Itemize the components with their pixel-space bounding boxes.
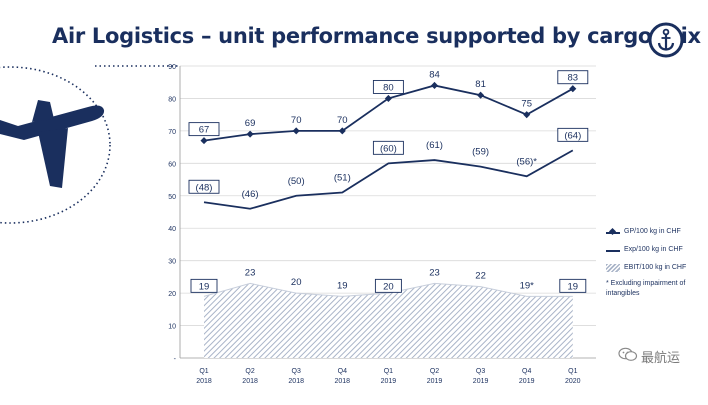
exp-line (203, 149, 574, 210)
exp-data-label: (59) (472, 147, 489, 158)
legend-item-exp: Exp/100 kg in CHF (606, 244, 706, 262)
gp-data-label: 75 (521, 99, 532, 110)
x-tick-label-year: 2018 (242, 378, 258, 385)
y-tick-label: 20 (168, 291, 176, 298)
legend-marker-line (606, 250, 620, 252)
gp-data-label: 83 (568, 73, 579, 84)
x-tick-label-quarter: Q4 (338, 368, 347, 375)
data-label-box (190, 278, 218, 293)
gp-point (200, 137, 208, 145)
exp-data-label: (51) (334, 173, 351, 184)
x-tick-label-quarter: Q2 (245, 368, 254, 375)
x-tick-label-year: 2019 (427, 378, 443, 385)
data-label-box (557, 70, 589, 85)
ebit-data-label: 19 (337, 280, 348, 291)
ebit-data-label: 20 (383, 281, 394, 292)
gp-point (338, 127, 346, 135)
gp-data-label: 67 (199, 125, 210, 136)
x-tick-label-year: 2018 (196, 378, 212, 385)
y-tick-label-zero: - (174, 356, 177, 363)
data-label-box (188, 122, 220, 137)
watermark: 最航运 (618, 347, 680, 366)
y-tick-label: 70 (168, 129, 176, 136)
airplane-decoration (0, 65, 178, 224)
x-tick-label-year: 2018 (335, 378, 351, 385)
gp-data-label: 70 (291, 115, 302, 126)
legend-label-ebit: EBIT/100 kg in CHF (624, 264, 687, 271)
ebit-data-label: 20 (291, 277, 302, 288)
ebit-area (204, 283, 573, 358)
x-tick-label-year: 2019 (519, 378, 535, 385)
data-label-box (559, 278, 587, 293)
legend-label-gp: GP/100 kg in CHF (624, 228, 681, 235)
watermark-text: 最航运 (641, 351, 681, 366)
wechat-icon (618, 347, 638, 361)
y-tick-label: 30 (168, 259, 176, 266)
x-tick-label-quarter: Q1 (384, 368, 393, 375)
data-label-box (374, 278, 402, 293)
exp-data-label: (46) (242, 189, 259, 200)
gp-point (384, 94, 392, 102)
x-tick-label-quarter: Q1 (568, 368, 577, 375)
gp-data-label: 81 (475, 79, 486, 90)
exp-data-label: (60) (380, 143, 397, 154)
gp-data-label: 70 (337, 115, 348, 126)
gp-point (569, 85, 577, 93)
legend: GP/100 kg in CHF Exp/100 kg in CHF EBIT/… (606, 226, 706, 280)
legend-marker-hatch (606, 264, 620, 272)
ebit-data-label: 19* (520, 280, 535, 291)
x-tick-label-year: 2019 (381, 378, 397, 385)
x-tick-label-quarter: Q3 (292, 368, 301, 375)
x-tick-label-quarter: Q4 (522, 368, 531, 375)
gp-point (523, 111, 531, 119)
x-tick-label-quarter: Q1 (199, 368, 208, 375)
ebit-data-label: 22 (475, 271, 486, 282)
footnote: * Excluding impairment of intangibles (606, 280, 686, 297)
gp-data-label: 84 (429, 69, 440, 80)
data-label-box (188, 179, 220, 194)
gp-point (246, 130, 254, 138)
anchor-logo-icon (648, 22, 684, 58)
y-tick-label: 90 (168, 64, 176, 71)
x-tick-label-year: 2018 (288, 378, 304, 385)
ebit-data-label: 19 (568, 281, 579, 292)
ebit-area-edge (203, 282, 573, 297)
page-title: Air Logistics – unit performance support… (52, 24, 701, 48)
exp-data-label: (50) (288, 176, 305, 187)
y-tick-label: 40 (168, 226, 176, 233)
gp-point (292, 127, 300, 135)
y-tick-label: 60 (168, 161, 176, 168)
exp-data-label: (56)* (516, 156, 537, 167)
legend-label-exp: Exp/100 kg in CHF (624, 246, 683, 253)
legend-item-gp: GP/100 kg in CHF (606, 226, 706, 244)
gp-data-label: 69 (245, 118, 256, 129)
x-tick-label-quarter: Q3 (476, 368, 485, 375)
y-tick-label: 80 (168, 96, 176, 103)
exp-data-label: (48) (196, 182, 213, 193)
legend-item-ebit: EBIT/100 kg in CHF (606, 262, 706, 280)
exp-data-label: (61) (426, 140, 443, 151)
gp-data-label: 80 (383, 82, 394, 93)
y-tick-label: 50 (168, 194, 176, 201)
x-tick-label-quarter: Q2 (430, 368, 439, 375)
ebit-data-label: 23 (245, 267, 256, 278)
gp-point (477, 91, 485, 99)
data-label-box (372, 140, 404, 155)
x-tick-label-year: 2020 (565, 378, 581, 385)
y-tick-label: 10 (168, 324, 176, 331)
airplane-icon (0, 100, 105, 188)
ebit-data-label: 23 (429, 267, 440, 278)
ebit-data-label: 19 (199, 281, 210, 292)
data-label-box (557, 127, 589, 142)
data-label-box (372, 79, 404, 94)
x-tick-label-year: 2019 (473, 378, 489, 385)
exp-data-label: (64) (564, 130, 581, 141)
gp-point (430, 81, 439, 90)
legend-marker-diamond (606, 232, 620, 234)
